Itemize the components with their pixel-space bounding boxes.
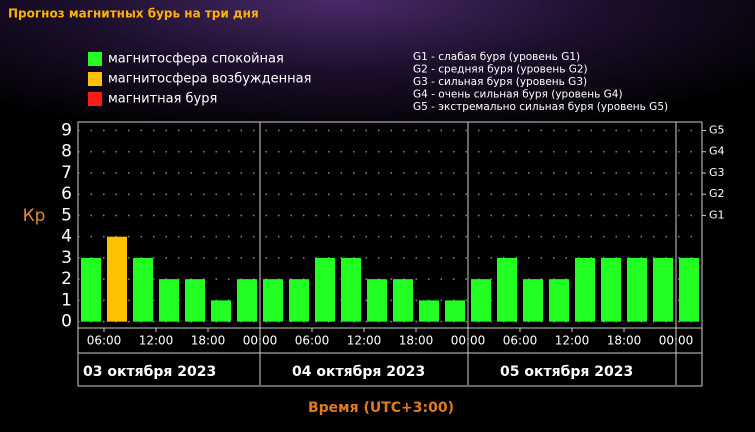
bar [159,279,179,322]
bar [341,257,361,322]
bar [107,236,127,322]
legend-label: магнитосфера возбужденная [108,72,311,87]
legend-swatch [88,52,102,66]
y-tick-label: 8 [61,142,72,162]
legend-label: магнитная буря [108,92,217,107]
x-tick-label: 06:00 [295,334,330,348]
storm-level: G2 - средняя буря (уровень G2) [413,64,588,76]
day-label: 03 октября 2023 [83,364,216,380]
y-tick-label: 2 [61,269,72,289]
y2-tick-label: G4 [709,145,725,158]
y2-tick-label: G1 [709,208,725,221]
y2-tick-label: G3 [709,166,725,179]
y-tick-label: 4 [61,227,72,247]
bar [419,300,439,322]
y-tick-label: 3 [61,248,72,268]
bar [523,279,543,322]
y-tick-label: 5 [61,205,72,225]
storm-level: G3 - сильная буря (уровень G3) [413,76,587,88]
x-tick-label: 12:00 [555,334,590,348]
x-tick-label: 18:00 [191,334,226,348]
x-tick-label: 06:00 [503,334,538,348]
y-tick-label: 7 [61,163,72,183]
bar [471,279,491,322]
y-tick-label: 0 [61,312,72,332]
bar [549,279,569,322]
y-tick-label: 6 [61,184,72,204]
chart-title: Прогноз магнитных бурь на три дня [8,7,259,21]
y-tick-label: 1 [61,290,72,310]
bar [367,279,387,322]
bar [81,257,101,322]
bar [445,300,465,322]
legend-swatch [88,72,102,86]
x-tick-label: 18:00 [607,334,642,348]
bar [185,279,205,322]
storm-level: G1 - слабая буря (уровень G1) [413,51,580,63]
bar [393,279,413,322]
bar [237,279,257,322]
bar [263,279,283,322]
x-axis-label: Время (UTC+3:00) [308,400,454,416]
bar [133,257,153,322]
x-tick-label: 12:00 [139,334,174,348]
bar [497,257,517,322]
legend-label: магнитосфера спокойная [108,52,284,67]
bar [211,300,231,322]
x-tick-label: 12:00 [347,334,382,348]
storm-level: G5 - экстремально сильная буря (уровень … [413,101,668,113]
day-label: 04 октября 2023 [292,364,425,380]
day-label: 05 октября 2023 [500,364,633,380]
bar [575,257,595,322]
sky [0,0,755,200]
bar [627,257,647,322]
bar [679,257,699,322]
y2-tick-label: G2 [709,187,725,200]
y2-tick-label: G5 [709,123,725,136]
legend-swatch [88,92,102,106]
storm-level: G4 - очень сильная буря (уровень G4) [413,89,623,101]
y-axis-label: Кр [23,206,46,226]
x-tick-label: 18:00 [399,334,434,348]
bar [653,257,673,322]
bar [315,257,335,322]
bar [289,279,309,322]
y-tick-label: 9 [61,120,72,140]
plot-frame [77,121,703,329]
x-tick-label: 06:00 [87,334,122,348]
bar [601,257,621,322]
